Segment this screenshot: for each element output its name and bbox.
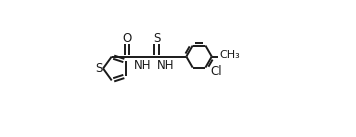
Text: O: O — [122, 32, 131, 45]
Text: CH₃: CH₃ — [219, 50, 240, 60]
Text: S: S — [96, 62, 103, 75]
Text: S: S — [153, 32, 160, 45]
Text: NH: NH — [157, 59, 175, 72]
Text: NH: NH — [134, 59, 152, 72]
Text: Cl: Cl — [210, 65, 222, 78]
